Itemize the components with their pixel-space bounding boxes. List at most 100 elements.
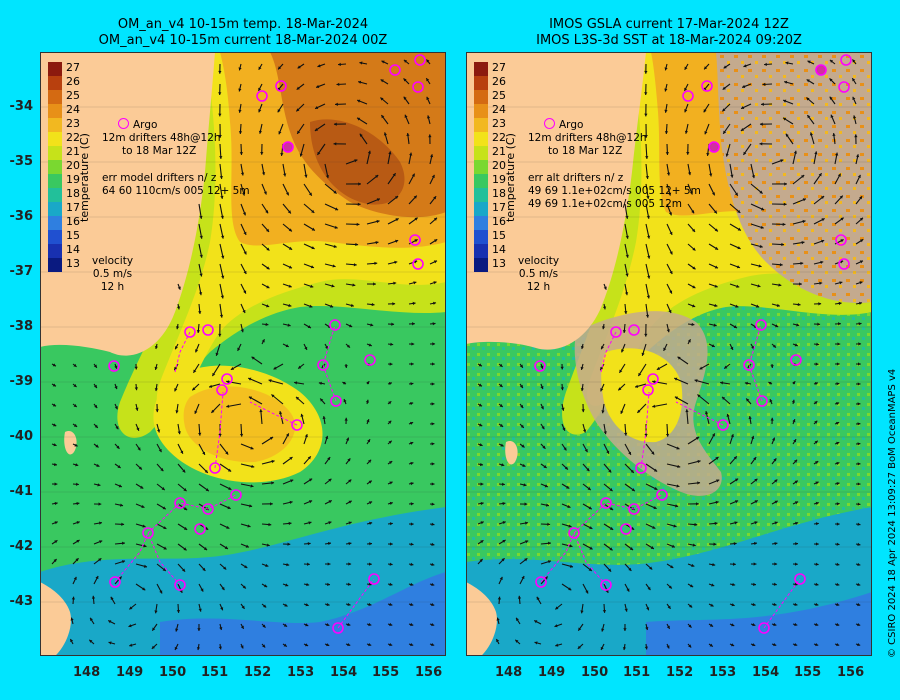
current-vector-head <box>784 182 787 186</box>
current-vector-head <box>852 115 857 119</box>
current-vector-head <box>368 642 372 647</box>
current-vector-head <box>134 366 138 370</box>
current-vector-head <box>689 584 694 588</box>
current-vector-head <box>839 195 843 199</box>
current-vector-head <box>175 628 179 632</box>
current-vector-head <box>152 627 156 631</box>
current-vector-head <box>268 522 272 527</box>
current-vector-head <box>515 639 519 643</box>
current-vector-head <box>600 367 604 371</box>
current-vector-head <box>296 108 300 112</box>
current-vector-head <box>548 541 551 545</box>
current-vector-head <box>524 558 528 562</box>
current-vector-head <box>792 419 796 423</box>
current-vector-head <box>263 191 267 195</box>
current-vector-head <box>478 363 482 367</box>
current-vector-head <box>520 424 524 428</box>
current-vector-head <box>502 501 506 506</box>
current-vector-head <box>394 196 399 200</box>
current-vector-head <box>684 87 688 91</box>
current-vector-head <box>388 420 392 424</box>
current-vector-head <box>431 174 435 179</box>
current-vector-head <box>622 330 627 333</box>
argo-float <box>647 373 659 385</box>
current-vector-head <box>359 61 363 65</box>
current-vector-head <box>219 626 223 631</box>
argo-float <box>194 523 206 535</box>
current-vector-head <box>502 521 506 525</box>
current-vector-head <box>239 152 244 155</box>
current-vector-head <box>625 254 629 258</box>
colorbar-tick: 15 <box>66 229 80 242</box>
current-vector-head <box>757 284 761 288</box>
current-vector-head <box>163 526 167 530</box>
current-vector-head <box>299 153 303 157</box>
current-vector-head <box>815 501 819 505</box>
lat-tick: -41 <box>9 484 34 499</box>
current-vector-head <box>431 462 435 466</box>
current-vector-head <box>644 433 648 437</box>
current-vector-head <box>426 78 430 82</box>
right-title: IMOS GSLA current 17-Mar-2024 12Z IMOS L… <box>466 17 872 49</box>
current-vector-head <box>266 304 270 308</box>
velocity-key: velocity 0.5 m/s 12 h <box>92 255 134 294</box>
current-vector-head <box>270 502 273 506</box>
current-vector-head <box>645 314 650 318</box>
current-vector-head <box>238 67 242 71</box>
current-vector-head <box>730 434 734 438</box>
current-vector-head <box>266 285 270 289</box>
current-vector-head <box>734 192 738 196</box>
current-vector-head <box>736 265 740 269</box>
current-vector-head <box>239 433 244 437</box>
current-vector-head <box>129 606 133 610</box>
current-vector-head <box>649 566 653 570</box>
current-vector-head <box>196 330 201 333</box>
current-vector-head <box>652 404 656 408</box>
current-vector-head <box>646 195 650 199</box>
current-vector-head <box>554 624 558 628</box>
lon-tick: 151 <box>623 665 651 680</box>
current-vector-head <box>54 521 58 525</box>
current-vector-head <box>837 173 841 177</box>
colorbar-tick: 21 <box>492 145 506 158</box>
current-vector-head <box>161 487 165 491</box>
current-vector-head <box>517 595 522 599</box>
current-vector-head <box>480 482 484 486</box>
current-vector-head <box>711 433 715 437</box>
argo-float <box>840 54 852 66</box>
current-vector-head <box>836 562 840 566</box>
current-vector-head <box>608 568 612 572</box>
current-vector-head <box>295 396 300 400</box>
current-vector-head <box>773 602 777 607</box>
current-vector-head <box>265 210 269 214</box>
current-vector-head <box>114 406 118 410</box>
lat-tick: -43 <box>9 594 34 609</box>
current-vector-head <box>403 78 407 82</box>
land-tasmania <box>466 582 497 656</box>
current-vector-head <box>852 78 856 82</box>
legend-argo: Argo <box>133 119 158 131</box>
current-vector-head <box>251 356 255 360</box>
current-vector-head <box>644 134 648 138</box>
current-vector-head <box>344 417 348 421</box>
current-vector-head <box>204 469 208 473</box>
current-vector-head <box>248 396 253 400</box>
current-vector-head <box>198 311 202 314</box>
current-vector-head <box>478 403 483 407</box>
current-vector-head <box>601 326 606 330</box>
current-vector-head <box>759 190 763 194</box>
lat-tick: -40 <box>9 429 34 444</box>
current-vector-head <box>814 440 818 444</box>
current-vector-head <box>737 209 741 213</box>
current-vector-head <box>388 440 392 444</box>
current-vector-head <box>117 465 121 468</box>
current-vector-head <box>54 482 58 486</box>
current-vector-head <box>389 362 393 366</box>
current-vector-head <box>521 444 525 448</box>
current-vector-head <box>304 174 308 178</box>
current-vector-head <box>664 131 669 134</box>
colorbar-tick: 24 <box>66 103 80 116</box>
current-vector-head <box>410 461 414 465</box>
current-vector-head <box>666 172 671 176</box>
current-vector-head <box>432 342 436 346</box>
